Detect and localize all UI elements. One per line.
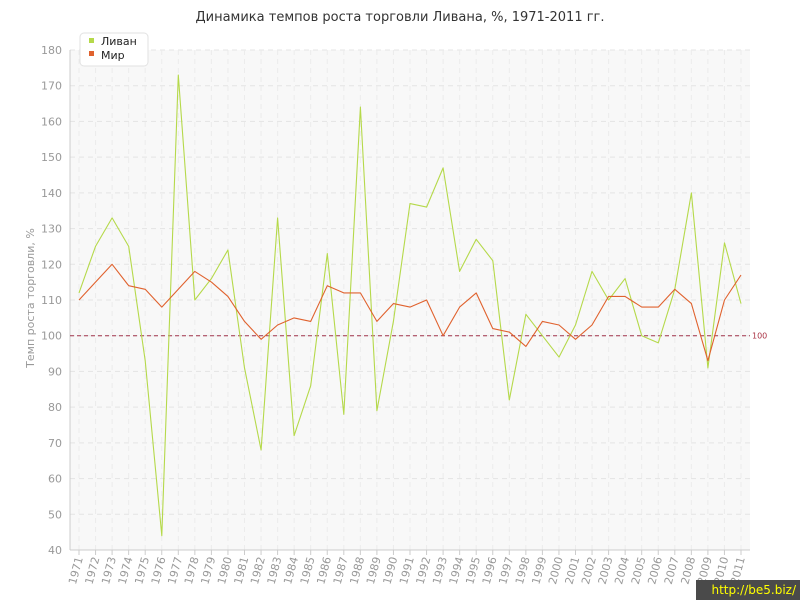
- legend-label-mir: Мир: [101, 49, 125, 62]
- y-axis-label: Темп роста торговли, %: [24, 228, 37, 369]
- y-tick-label: 80: [48, 401, 62, 414]
- y-tick-label: 60: [48, 473, 62, 486]
- y-tick-label: 90: [48, 365, 62, 378]
- y-tick-label: 70: [48, 437, 62, 450]
- series-line-mir: [78, 263, 742, 362]
- y-tick-label: 130: [41, 223, 62, 236]
- y-tick-label: 50: [48, 508, 62, 521]
- y-tick-label: 170: [41, 80, 62, 93]
- y-tick-label: 180: [41, 44, 62, 57]
- y-tick-label: 150: [41, 151, 62, 164]
- watermark: http://be5.biz/: [696, 580, 800, 600]
- legend-swatch-livan: [89, 38, 94, 43]
- legend: Ливан Мир: [79, 32, 149, 67]
- y-tick-label: 120: [41, 258, 62, 271]
- y-tick-label: 110: [41, 294, 62, 307]
- legend-swatch-mir: [89, 51, 94, 56]
- y-tick-label: 100: [41, 330, 62, 343]
- series-line-livan: [78, 74, 742, 537]
- y-tick-label: 140: [41, 187, 62, 200]
- legend-box: [79, 32, 149, 67]
- y-tick-label: 40: [48, 544, 62, 557]
- legend-label-livan: Ливан: [101, 35, 137, 48]
- chart-title: Динамика темпов роста торговли Ливана, %…: [195, 10, 604, 25]
- reference-line-label: 100: [752, 332, 767, 341]
- y-tick-label: 160: [41, 115, 62, 128]
